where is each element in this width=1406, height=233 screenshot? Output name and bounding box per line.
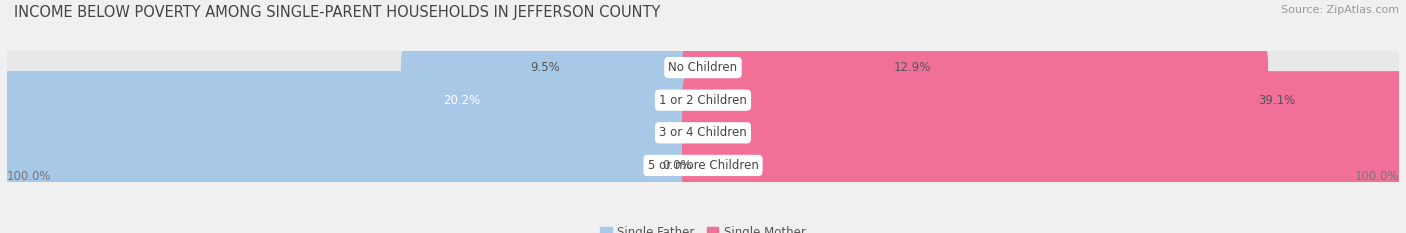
- FancyBboxPatch shape: [0, 71, 724, 195]
- FancyBboxPatch shape: [7, 84, 1399, 116]
- FancyBboxPatch shape: [682, 71, 1406, 195]
- Text: INCOME BELOW POVERTY AMONG SINGLE-PARENT HOUSEHOLDS IN JEFFERSON COUNTY: INCOME BELOW POVERTY AMONG SINGLE-PARENT…: [14, 5, 661, 20]
- FancyBboxPatch shape: [682, 38, 1268, 162]
- FancyBboxPatch shape: [7, 149, 1399, 182]
- Text: 20.2%: 20.2%: [443, 94, 479, 107]
- Text: 100.0%: 100.0%: [7, 170, 52, 183]
- Text: 100.0%: 100.0%: [1354, 170, 1399, 183]
- Text: 5 or more Children: 5 or more Children: [648, 159, 758, 172]
- FancyBboxPatch shape: [682, 104, 1406, 227]
- FancyBboxPatch shape: [682, 6, 904, 129]
- Text: 0.0%: 0.0%: [662, 159, 692, 172]
- Text: No Children: No Children: [668, 61, 738, 74]
- Text: Source: ZipAtlas.com: Source: ZipAtlas.com: [1281, 5, 1399, 15]
- FancyBboxPatch shape: [401, 38, 724, 162]
- Legend: Single Father, Single Mother: Single Father, Single Mother: [595, 221, 811, 233]
- Text: 39.1%: 39.1%: [1258, 94, 1296, 107]
- Text: 9.5%: 9.5%: [530, 61, 560, 74]
- FancyBboxPatch shape: [7, 51, 1399, 84]
- Text: 3 or 4 Children: 3 or 4 Children: [659, 126, 747, 139]
- Text: 12.9%: 12.9%: [894, 61, 931, 74]
- FancyBboxPatch shape: [7, 116, 1399, 149]
- FancyBboxPatch shape: [550, 6, 724, 129]
- Text: 1 or 2 Children: 1 or 2 Children: [659, 94, 747, 107]
